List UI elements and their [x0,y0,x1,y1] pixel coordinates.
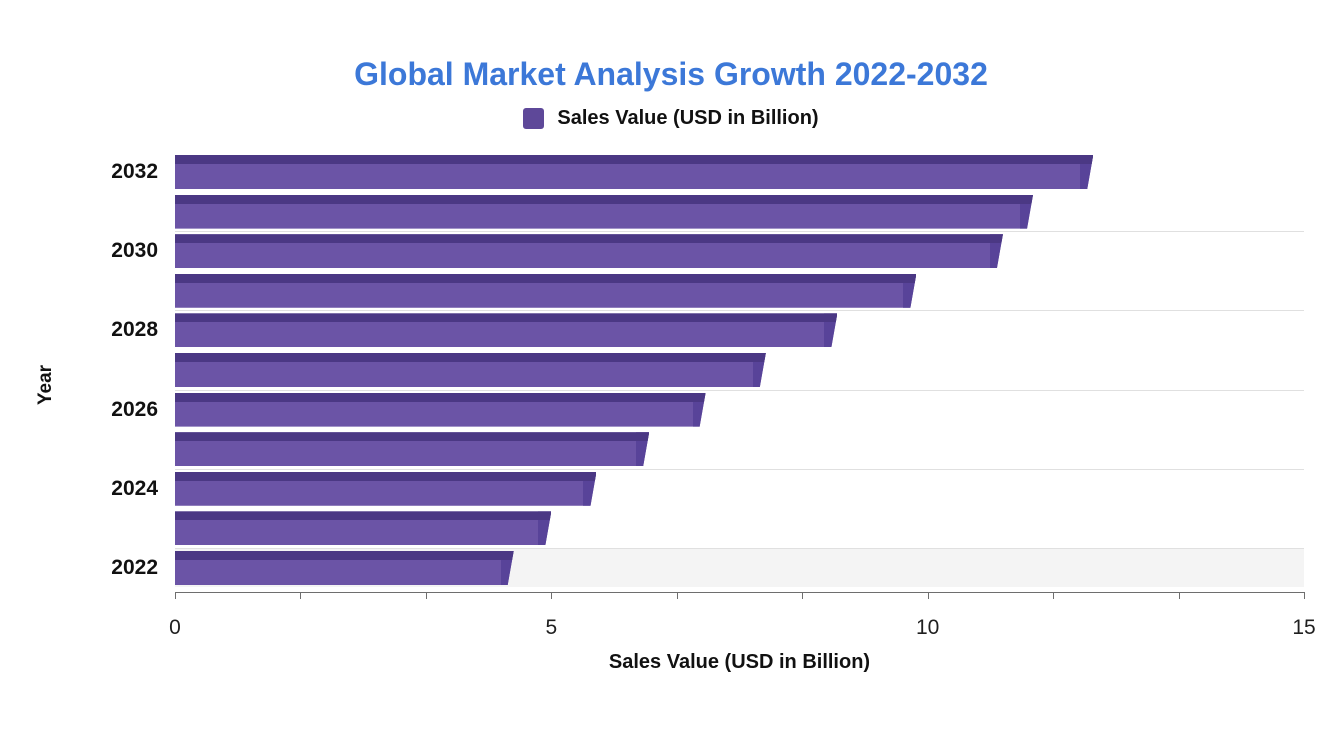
y-tick-label: 2032 [111,160,158,183]
gridline [175,468,1304,470]
x-axis-title: Sales Value (USD in Billion) [608,651,871,673]
bar-2028 [175,313,837,347]
bar-2024 [175,472,596,506]
y-tick-label: 2026 [111,397,158,421]
x-axis-tick [1304,592,1305,599]
bar-2023 [175,511,551,545]
gridline [175,548,1304,549]
y-tick-label: 2030 [111,239,158,263]
x-axis-tick [676,592,678,599]
y-tick-label: 2028 [111,318,158,342]
x-tick-label: 0 [169,616,181,639]
x-axis-tick [1178,592,1180,599]
x-tick-label: 5 [545,616,558,639]
x-axis-tick [300,592,302,599]
x-tick-label: 15 [1292,616,1316,639]
legend-swatch-icon [523,108,545,129]
plot-area [175,148,1305,599]
bar-2031 [175,195,1033,229]
x-axis-tick [551,592,553,599]
x-axis-tick [175,592,176,599]
legend-label: Sales Value (USD in Billion) [557,107,819,129]
x-tick-label: 10 [915,616,940,639]
legend: Sales Value (USD in Billion) [0,107,1342,130]
x-axis-tick [802,592,804,599]
bar-2032 [175,155,1093,189]
bar-2026 [175,393,706,427]
gridline [175,231,1304,233]
bar-2022 [175,551,514,585]
x-axis-tick [425,592,427,599]
x-axis-labels: 0 5 10 15 [169,616,1316,642]
x-axis-tick [1053,592,1055,599]
y-axis-labels: 2032 2030 2028 2026 2024 2022 [0,148,158,592]
bar-2027 [175,353,766,387]
gridline [175,310,1304,312]
bar-2029 [175,274,916,308]
chart-title: Global Market Analysis Growth 2022-2032 [354,56,988,92]
y-tick-label: 2022 [111,556,158,579]
bar-2025 [175,432,649,466]
x-axis-tick [927,592,929,599]
y-tick-label: 2024 [111,476,158,500]
bar-2030 [175,234,1003,268]
gridline [175,389,1304,391]
